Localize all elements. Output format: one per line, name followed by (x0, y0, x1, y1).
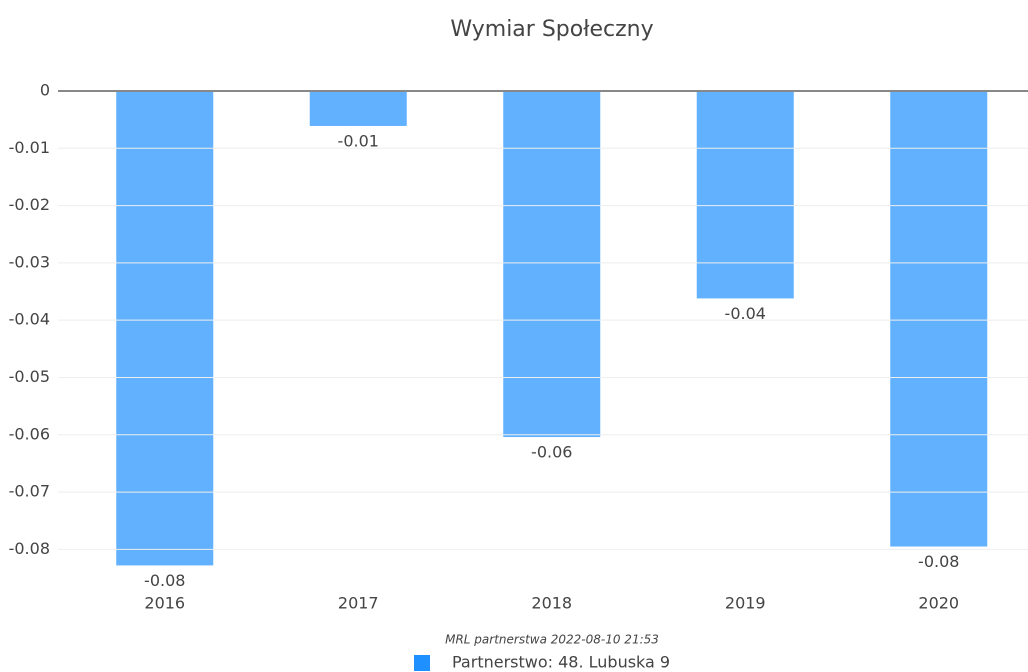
bar (696, 91, 794, 299)
bar (309, 91, 407, 126)
y-tick-label: -0.04 (9, 310, 50, 329)
x-tick-label: 2020 (918, 594, 959, 613)
x-tick-label: 2017 (338, 594, 379, 613)
x-tick-label: 2016 (144, 594, 185, 613)
y-tick-label: -0.03 (9, 252, 50, 271)
bar (890, 91, 988, 547)
bar (503, 91, 601, 438)
value-label: -0.01 (338, 131, 379, 150)
y-tick-label: 0 (40, 81, 50, 100)
value-label: -0.08 (918, 552, 959, 571)
y-tick-label: -0.07 (9, 482, 50, 501)
annotation: MRL partnerstwa 2022-08-10 21:53 (445, 633, 659, 647)
x-tick-label: 2019 (725, 594, 766, 613)
legend-label: Partnerstwo: 48. Lubuska 9 (452, 653, 670, 672)
legend-swatch (414, 655, 430, 671)
bar (116, 91, 214, 566)
y-tick-label: -0.01 (9, 138, 50, 157)
y-tick-label: -0.08 (9, 539, 50, 558)
y-tick-label: -0.02 (9, 195, 50, 214)
value-label: -0.06 (531, 443, 572, 462)
value-label: -0.08 (144, 571, 185, 590)
value-label: -0.04 (725, 304, 766, 323)
y-tick-label: -0.06 (9, 424, 50, 443)
y-tick-label: -0.05 (9, 367, 50, 386)
x-tick-label: 2018 (531, 594, 572, 613)
chart-title: Wymiar Społeczny (450, 17, 653, 42)
